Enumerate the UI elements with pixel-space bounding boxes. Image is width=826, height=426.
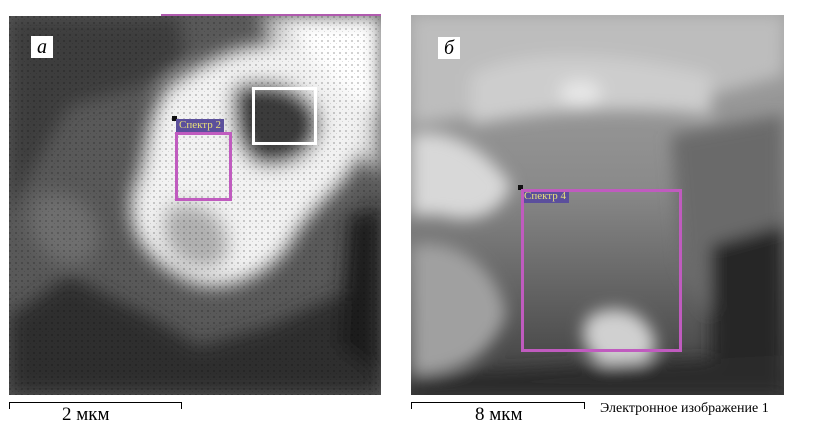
white-selection-box [252, 87, 317, 145]
sem-image-a [9, 16, 381, 395]
sem-image-b [411, 15, 784, 395]
scale-label-a: 2 мкм [62, 404, 110, 425]
spectrum-marker [518, 185, 523, 190]
image-caption: Электронное изображение 1 [600, 401, 769, 416]
spectrum-label-4: Спектр 4 [521, 190, 569, 203]
scale-label-b: 8 мкм [475, 404, 523, 425]
panel-letter-b: б [438, 37, 460, 59]
scalebar-a [9, 402, 182, 409]
panel-letter-a: а [31, 36, 53, 58]
spectrum-label-2: Спектр 2 [176, 119, 224, 132]
scalebar-b [411, 402, 585, 409]
micrograph-panel-b: б Спектр 4 [411, 15, 784, 395]
spectrum-4-region [521, 189, 682, 352]
spectrum-2-region [175, 132, 232, 201]
spectrum-marker [172, 116, 177, 121]
micrograph-panel-a: а Спектр 2 [9, 16, 381, 395]
